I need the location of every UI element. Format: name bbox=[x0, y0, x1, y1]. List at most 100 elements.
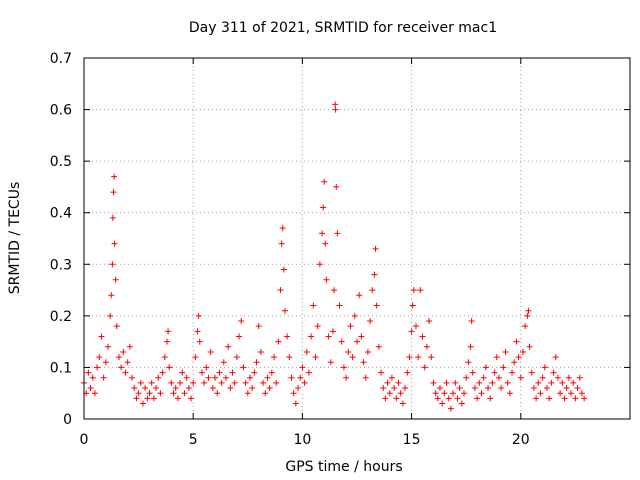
data-point bbox=[386, 390, 393, 397]
data-point bbox=[382, 395, 389, 402]
data-point bbox=[242, 379, 249, 386]
data-point bbox=[375, 343, 382, 350]
data-point bbox=[493, 354, 500, 361]
data-point bbox=[222, 374, 229, 381]
data-point bbox=[316, 261, 323, 268]
data-point bbox=[305, 369, 312, 376]
data-point bbox=[89, 374, 96, 381]
data-point bbox=[336, 302, 343, 309]
data-point bbox=[231, 379, 238, 386]
y-tick-label: 0.6 bbox=[50, 103, 72, 119]
data-point bbox=[517, 374, 524, 381]
data-point bbox=[139, 400, 146, 407]
data-point bbox=[91, 390, 98, 397]
data-point bbox=[122, 369, 129, 376]
data-point bbox=[264, 374, 271, 381]
data-point bbox=[570, 379, 577, 386]
data-point bbox=[428, 354, 435, 361]
data-point bbox=[388, 374, 395, 381]
data-point bbox=[194, 328, 201, 335]
data-point bbox=[504, 379, 511, 386]
data-point bbox=[157, 390, 164, 397]
data-point bbox=[563, 385, 570, 392]
data-point bbox=[461, 390, 468, 397]
data-point bbox=[107, 312, 114, 319]
data-point bbox=[572, 395, 579, 402]
data-point bbox=[421, 364, 428, 371]
data-point bbox=[322, 240, 329, 247]
data-point bbox=[447, 405, 454, 412]
data-point bbox=[478, 390, 485, 397]
data-point bbox=[96, 354, 103, 361]
data-point bbox=[463, 374, 470, 381]
data-point bbox=[419, 333, 426, 340]
data-point bbox=[349, 354, 356, 361]
data-point bbox=[85, 369, 92, 376]
data-point bbox=[273, 379, 280, 386]
data-point bbox=[212, 374, 219, 381]
data-point bbox=[209, 385, 216, 392]
data-point bbox=[280, 266, 287, 273]
data-point bbox=[487, 395, 494, 402]
data-point bbox=[321, 178, 328, 185]
data-point bbox=[111, 240, 118, 247]
data-point bbox=[327, 359, 334, 366]
data-point bbox=[288, 374, 295, 381]
data-point bbox=[233, 354, 240, 361]
data-point bbox=[465, 359, 472, 366]
data-point bbox=[552, 354, 559, 361]
data-point bbox=[216, 369, 223, 376]
data-point bbox=[118, 364, 125, 371]
data-point bbox=[408, 328, 415, 335]
data-point bbox=[364, 348, 371, 355]
data-point bbox=[554, 374, 561, 381]
data-point bbox=[430, 379, 437, 386]
x-tick-label: 15 bbox=[403, 432, 421, 448]
data-point bbox=[308, 333, 315, 340]
data-point bbox=[279, 225, 286, 232]
data-point bbox=[100, 374, 107, 381]
data-point bbox=[568, 390, 575, 397]
data-point bbox=[179, 369, 186, 376]
data-point bbox=[439, 400, 446, 407]
y-axis-label: SRMTID / TECUs bbox=[7, 182, 23, 295]
data-point bbox=[559, 379, 566, 386]
data-point bbox=[441, 390, 448, 397]
data-point bbox=[255, 323, 262, 330]
data-point bbox=[262, 390, 269, 397]
data-point bbox=[489, 379, 496, 386]
data-point bbox=[546, 395, 553, 402]
data-point bbox=[227, 385, 234, 392]
data-point bbox=[105, 343, 112, 350]
data-point bbox=[312, 354, 319, 361]
data-point bbox=[126, 343, 133, 350]
data-point bbox=[205, 374, 212, 381]
data-point bbox=[443, 379, 450, 386]
data-point bbox=[249, 385, 256, 392]
data-point bbox=[297, 374, 304, 381]
data-point bbox=[225, 343, 232, 350]
data-point bbox=[343, 374, 350, 381]
data-point bbox=[295, 385, 302, 392]
data-point bbox=[314, 323, 321, 330]
data-point bbox=[168, 379, 175, 386]
data-point bbox=[410, 287, 417, 294]
data-point bbox=[526, 343, 533, 350]
data-point bbox=[367, 318, 374, 325]
data-point bbox=[458, 400, 465, 407]
x-tick-label: 0 bbox=[80, 432, 89, 448]
y-tick-labels: 0 0.1 0.2 0.3 0.4 0.5 0.6 0.7 bbox=[50, 51, 72, 428]
data-point bbox=[240, 364, 247, 371]
data-point bbox=[150, 395, 157, 402]
data-point bbox=[201, 379, 208, 386]
data-point bbox=[557, 390, 564, 397]
data-point bbox=[399, 400, 406, 407]
data-point bbox=[474, 395, 481, 402]
data-point bbox=[266, 385, 273, 392]
data-point bbox=[332, 101, 339, 108]
y-tick-label: 0.3 bbox=[50, 257, 72, 273]
data-point bbox=[253, 359, 260, 366]
data-point bbox=[544, 385, 551, 392]
data-point bbox=[539, 374, 546, 381]
